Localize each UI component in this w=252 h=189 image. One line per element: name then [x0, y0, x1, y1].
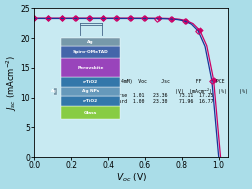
Y-axis label: $J_{sc}$ (mAcm$^{-2}$): $J_{sc}$ (mAcm$^{-2}$) [5, 54, 19, 111]
Text: Reverse  1.01   23.36    73.11  17.25: Reverse 1.01 23.36 73.11 17.25 [107, 93, 213, 98]
Text: Forward  1.00   23.30    71.96  16.77: Forward 1.00 23.30 71.96 16.77 [107, 99, 213, 104]
X-axis label: $V_{oc}$ (V): $V_{oc}$ (V) [116, 172, 147, 184]
Text: (V)  (mAcm$^{-2}$)  (%)    (%): (V) (mAcm$^{-2}$) (%) (%) [98, 87, 248, 98]
Text: Ag NPs (4mM)  Voc     Jsc         FF     PCE: Ag NPs (4mM) Voc Jsc FF PCE [98, 79, 225, 84]
